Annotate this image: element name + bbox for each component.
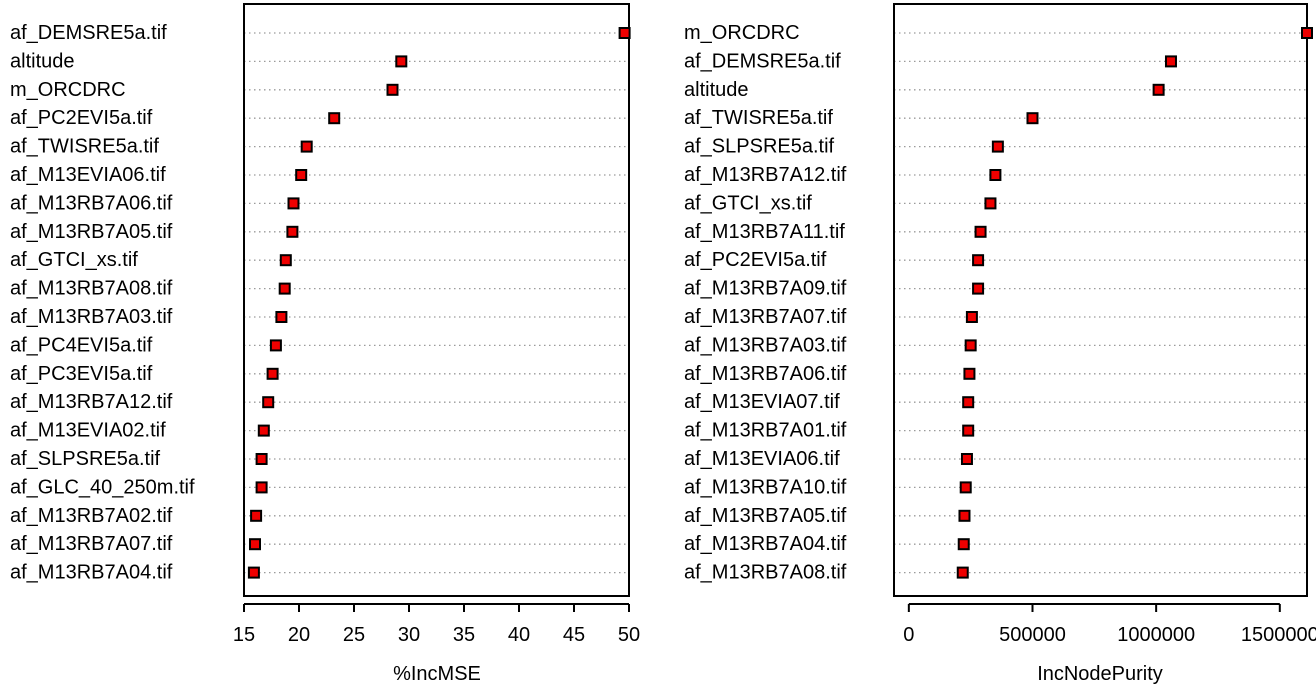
x-tick-label: 40: [508, 624, 530, 646]
chart-panel-incnodepurity: m_ORCDRC af_DEMSRE5a.tif altitude af_TWISRE…: [684, 3, 1316, 685]
data-point: [278, 282, 291, 295]
category-label: m_ORCDRC: [684, 22, 800, 44]
data-point: [300, 140, 313, 153]
x-axis-title: %IncMSE: [393, 663, 481, 685]
category-label: af_GTCI_xs.tif: [10, 249, 138, 271]
x-tick-label: 500000: [999, 624, 1066, 646]
data-point: [287, 197, 300, 210]
data-point: [960, 453, 973, 465]
data-point: [255, 453, 268, 465]
x-axis-title: IncNodePurity: [1037, 663, 1163, 685]
data-point: [989, 169, 1002, 181]
category-label: af_TWISRE5a.tif: [10, 136, 159, 158]
x-tick-label: 45: [563, 624, 585, 646]
category-label: af_M13RB7A07.tif: [10, 533, 173, 555]
category-label: af_M13RB7A02.tif: [10, 505, 173, 527]
data-point: [295, 169, 308, 181]
data-point: [247, 566, 260, 579]
category-label: af_SLPSRE5a.tif: [10, 448, 161, 470]
data-point: [386, 83, 399, 96]
category-label: af_M13RB7A09.tif: [684, 278, 847, 300]
data-point: [963, 367, 976, 380]
category-label: af_M13RB7A11.tif: [684, 221, 845, 243]
category-label: af_GLC_40_250m.tif: [10, 476, 195, 498]
x-tick-label: 1000000: [1117, 624, 1195, 646]
data-point: [962, 396, 975, 409]
category-label: altitude: [684, 79, 749, 101]
category-label: af_M13RB7A04.tif: [10, 562, 173, 584]
category-label: af_PC4EVI5a.tif: [10, 334, 153, 356]
category-label: m_ORCDRC: [10, 79, 126, 101]
plot-frame: [243, 3, 630, 597]
category-label: af_PC2EVI5a.tif: [10, 107, 153, 129]
data-point: [279, 254, 292, 267]
category-label: af_PC2EVI5a.tif: [684, 249, 827, 271]
data-point: [965, 311, 978, 323]
data-point: [1164, 55, 1177, 68]
category-label: af_TWISRE5a.tif: [684, 107, 833, 129]
category-label: af_M13RB7A05.tif: [10, 221, 173, 243]
category-label: af_M13RB7A12.tif: [684, 164, 847, 186]
data-point: [1152, 83, 1165, 96]
data-point: [255, 481, 268, 494]
category-label: af_M13RB7A06.tif: [10, 192, 173, 214]
category-label: altitude: [10, 50, 75, 72]
category-label: af_SLPSRE5a.tif: [684, 136, 835, 158]
data-point: [974, 225, 987, 238]
x-tick-label: 35: [453, 624, 475, 646]
x-tick-label: 20: [288, 624, 310, 646]
category-label: af_M13RB7A08.tif: [684, 562, 847, 584]
category-label: af_DEMSRE5a.tif: [684, 50, 841, 72]
category-label: af_M13EVIA06.tif: [10, 164, 166, 186]
data-point: [959, 481, 972, 494]
category-label: af_M13EVIA07.tif: [684, 391, 840, 413]
x-tick-label: 1500000: [1241, 624, 1316, 646]
category-label: af_M13RB7A07.tif: [684, 306, 847, 328]
data-point: [257, 424, 270, 437]
data-point: [964, 339, 977, 352]
category-label: af_M13RB7A01.tif: [684, 420, 847, 442]
data-point: [962, 424, 975, 437]
category-label: af_M13RB7A06.tif: [684, 363, 847, 385]
x-tick-label: 30: [398, 624, 420, 646]
data-point: [972, 282, 985, 295]
category-label: af_M13RB7A12.tif: [10, 391, 173, 413]
data-point: [395, 55, 408, 68]
category-label: af_M13RB7A03.tif: [10, 306, 173, 328]
data-point: [1301, 27, 1313, 39]
category-label: af_M13RB7A08.tif: [10, 278, 173, 300]
data-point: [991, 140, 1004, 153]
data-point: [262, 396, 275, 409]
data-point: [956, 566, 969, 579]
x-tick-label: 25: [343, 624, 365, 646]
x-tick-label: 0: [903, 624, 914, 646]
category-label: af_M13RB7A10.tif: [684, 476, 847, 498]
category-label: af_M13EVIA06.tif: [684, 448, 840, 470]
data-point: [1026, 112, 1039, 125]
category-label: af_M13RB7A05.tif: [684, 505, 847, 527]
data-point: [249, 538, 261, 551]
data-point: [984, 197, 997, 210]
data-point: [972, 254, 985, 267]
data-point: [957, 538, 970, 551]
data-point: [266, 367, 279, 380]
data-point: [958, 509, 971, 522]
category-label: af_GTCI_xs.tif: [684, 192, 812, 214]
category-label: af_M13RB7A03.tif: [684, 334, 847, 356]
category-label: af_DEMSRE5a.tif: [10, 22, 167, 44]
data-point: [286, 225, 299, 238]
category-label: af_PC3EVI5a.tif: [10, 363, 153, 385]
x-tick-label: 15: [233, 624, 255, 646]
category-label: af_M13RB7A04.tif: [684, 533, 847, 555]
x-tick-label: 50: [618, 624, 640, 646]
data-point: [269, 339, 282, 352]
data-point: [275, 311, 288, 323]
category-label: af_M13EVIA02.tif: [10, 420, 166, 442]
data-point: [328, 112, 341, 125]
data-point: [618, 27, 631, 39]
data-point: [250, 509, 263, 522]
chart-panel-incmse: af_DEMSRE5a.tif altitude m_ORCDRC af_PC2EVI…: [10, 3, 640, 685]
plot-frame: [893, 3, 1308, 597]
